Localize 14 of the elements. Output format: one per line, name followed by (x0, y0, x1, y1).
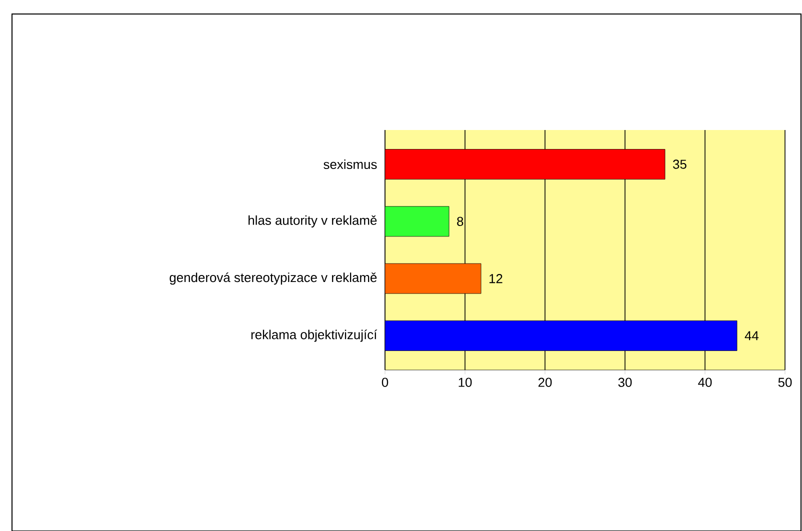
y-tick-label: reklama objektivizující (251, 329, 378, 342)
x-tick-label: 40 (698, 378, 712, 387)
x-tick-label: 50 (778, 378, 792, 387)
y-tick-label: hlas autority v reklamě (248, 215, 377, 228)
data-label: 12 (490, 274, 502, 283)
x-tick-label: 0 (382, 378, 388, 387)
x-tick-label: 30 (618, 378, 632, 387)
x-tick-label: 20 (538, 378, 552, 387)
y-tick-label: genderová stereotypizace v reklamě (170, 272, 377, 284)
data-label: 35 (673, 159, 686, 169)
data-label: 44 (744, 331, 759, 340)
x-tick-label: 10 (458, 378, 472, 387)
data-label: 8 (457, 216, 464, 226)
y-tick-label: sexismus (324, 159, 377, 169)
